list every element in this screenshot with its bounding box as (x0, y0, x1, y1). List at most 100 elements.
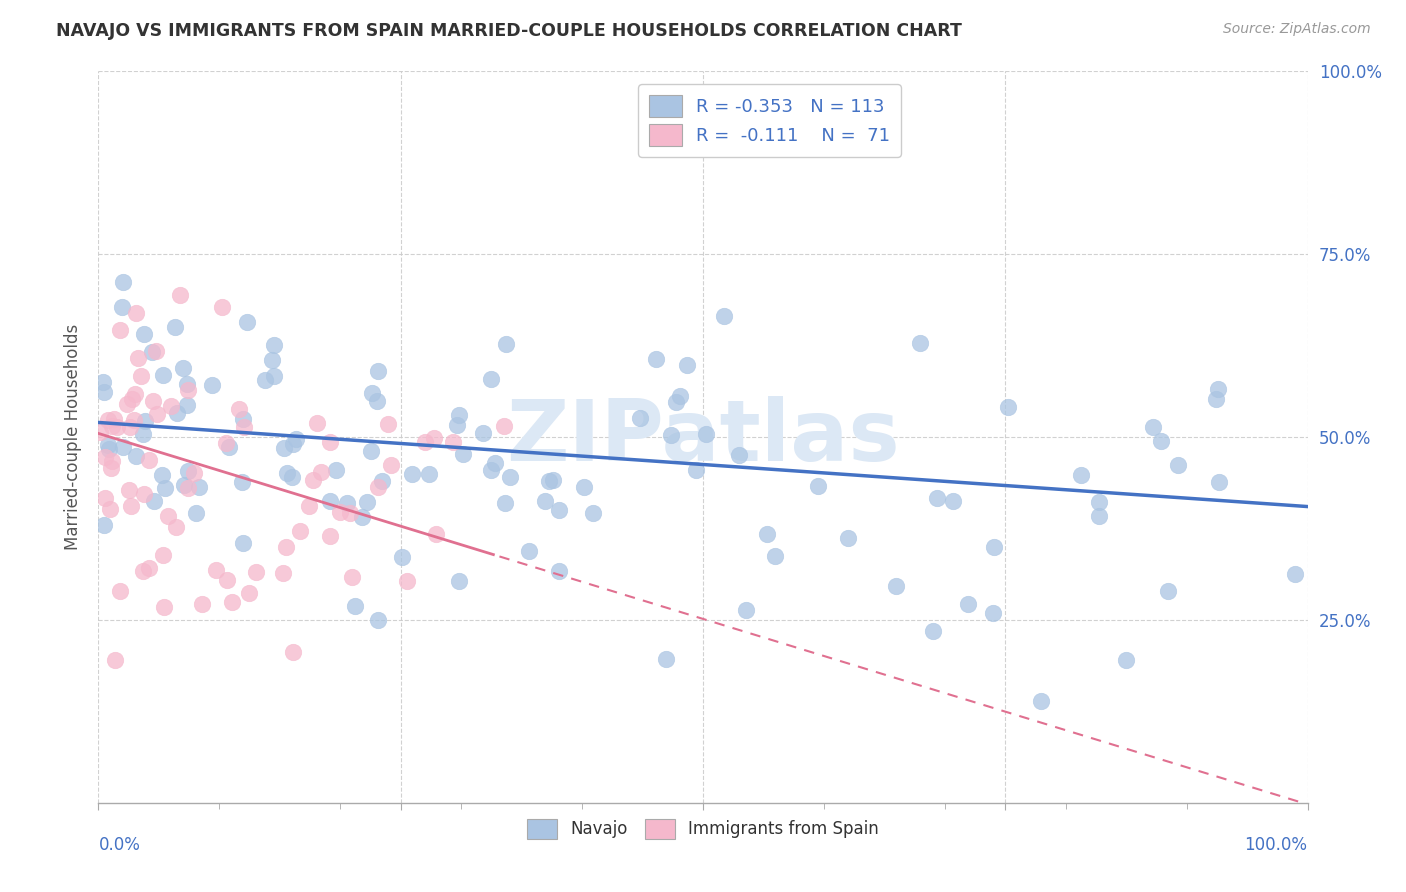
Point (1205, 392, 1227, 406)
Point (309, 465, 332, 479)
Point (367, 364, 389, 378)
Point (401, 467, 423, 482)
Point (1070, 467, 1092, 482)
Point (165, 519, 187, 533)
Point (112, 276, 135, 290)
Point (97, 438, 120, 452)
Point (236, 314, 259, 328)
Point (176, 377, 198, 392)
Y-axis label: Married-couple Households: Married-couple Households (63, 324, 82, 550)
Point (481, 463, 503, 477)
Point (290, 524, 312, 538)
Point (910, 336, 932, 351)
Point (191, 597, 214, 611)
Point (1157, 584, 1180, 599)
Point (922, 624, 945, 638)
Point (1088, 495, 1111, 509)
Point (98, 502, 121, 516)
Text: ZIPatlas: ZIPatlas (506, 395, 900, 479)
Point (124, 387, 146, 401)
Point (233, 420, 256, 434)
Point (120, 499, 142, 513)
Point (318, 494, 340, 508)
Point (339, 506, 361, 520)
Point (131, 565, 153, 579)
Point (97, 442, 120, 457)
Point (93, 375, 115, 389)
Point (1206, 382, 1229, 396)
Point (145, 344, 167, 359)
Point (413, 435, 436, 450)
Point (138, 453, 160, 467)
Point (1115, 653, 1137, 667)
Point (201, 378, 224, 392)
Point (183, 466, 205, 480)
Point (645, 352, 668, 367)
Point (101, 419, 124, 434)
Point (628, 411, 651, 425)
Point (232, 411, 254, 425)
Point (997, 400, 1019, 414)
Point (325, 463, 347, 477)
Point (685, 462, 707, 476)
Point (245, 565, 267, 579)
Point (169, 288, 191, 302)
Point (172, 361, 194, 376)
Point (367, 613, 389, 627)
Point (125, 449, 148, 463)
Point (763, 549, 786, 564)
Point (94, 491, 117, 506)
Point (517, 543, 540, 558)
Point (281, 470, 304, 484)
Point (107, 420, 129, 434)
Point (344, 599, 367, 614)
Point (177, 464, 200, 478)
Point (120, 420, 142, 434)
Point (284, 432, 307, 446)
Point (676, 358, 699, 372)
Point (173, 478, 195, 492)
Point (367, 479, 389, 493)
Point (447, 408, 470, 422)
Point (274, 540, 297, 554)
Point (534, 494, 557, 508)
Point (366, 393, 388, 408)
Point (329, 505, 352, 519)
Point (115, 397, 138, 411)
Point (494, 496, 516, 510)
Point (283, 436, 305, 450)
Point (453, 446, 475, 460)
Point (186, 506, 208, 520)
Point (1029, 694, 1052, 708)
Point (418, 467, 440, 481)
Point (756, 527, 779, 541)
Point (177, 383, 200, 397)
Point (276, 466, 298, 480)
Point (134, 326, 156, 341)
Point (129, 369, 152, 384)
Point (138, 561, 160, 575)
Point (1088, 509, 1111, 524)
Point (484, 456, 506, 470)
Point (377, 417, 399, 431)
Point (262, 352, 284, 367)
Point (93, 450, 115, 464)
Point (807, 479, 830, 493)
Point (655, 652, 678, 666)
Point (108, 324, 131, 338)
Point (371, 474, 394, 488)
Point (153, 482, 176, 496)
Point (146, 407, 169, 421)
Point (537, 474, 560, 488)
Point (238, 586, 260, 600)
Point (231, 475, 253, 490)
Point (391, 550, 413, 565)
Text: Source: ZipAtlas.com: Source: ZipAtlas.com (1223, 22, 1371, 37)
Point (380, 458, 402, 473)
Point (669, 389, 692, 403)
Point (153, 600, 176, 615)
Point (96, 413, 118, 427)
Point (205, 563, 228, 577)
Point (396, 574, 419, 588)
Point (111, 300, 134, 314)
